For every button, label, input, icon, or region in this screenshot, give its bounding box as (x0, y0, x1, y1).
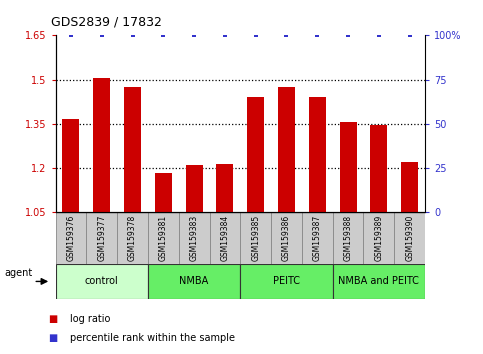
Text: GSM159378: GSM159378 (128, 215, 137, 261)
Text: GSM159388: GSM159388 (343, 215, 353, 261)
Bar (340, 122, 356, 212)
Text: NMBA: NMBA (180, 276, 209, 286)
Text: GSM159387: GSM159387 (313, 215, 322, 261)
Bar (179, 212, 210, 264)
Text: GSM159376: GSM159376 (67, 215, 75, 261)
Text: PEITC: PEITC (273, 276, 300, 286)
Text: GSM159377: GSM159377 (97, 215, 106, 261)
Text: GSM159386: GSM159386 (282, 215, 291, 261)
Bar (216, 164, 233, 212)
Text: GSM159381: GSM159381 (159, 215, 168, 261)
Text: GSM159383: GSM159383 (190, 215, 199, 261)
Bar (364, 212, 394, 264)
Bar (56, 212, 86, 264)
Text: GSM159390: GSM159390 (405, 215, 414, 261)
Bar (185, 165, 202, 212)
Bar (333, 264, 425, 299)
Bar (62, 119, 79, 212)
Text: GSM159384: GSM159384 (220, 215, 229, 261)
Bar (155, 172, 172, 212)
Text: NMBA and PEITC: NMBA and PEITC (339, 276, 419, 286)
Bar (210, 212, 240, 264)
Bar (271, 212, 302, 264)
Bar (370, 125, 387, 212)
Bar (86, 212, 117, 264)
Text: GSM159389: GSM159389 (374, 215, 384, 261)
Text: GDS2839 / 17832: GDS2839 / 17832 (51, 15, 162, 28)
Bar (240, 264, 333, 299)
Bar (93, 78, 110, 212)
Bar (394, 212, 425, 264)
Text: control: control (85, 276, 119, 286)
Text: agent: agent (5, 268, 33, 278)
Text: GSM159385: GSM159385 (251, 215, 260, 261)
Bar (56, 264, 148, 299)
Bar (278, 87, 295, 212)
Text: ■: ■ (48, 333, 57, 343)
Text: log ratio: log ratio (70, 314, 111, 324)
Bar (247, 97, 264, 212)
Bar (302, 212, 333, 264)
Bar (124, 87, 141, 212)
Bar (117, 212, 148, 264)
Bar (148, 264, 241, 299)
Bar (401, 162, 418, 212)
Bar (333, 212, 364, 264)
Bar (309, 97, 326, 212)
Text: ■: ■ (48, 314, 57, 324)
Bar (148, 212, 179, 264)
Text: percentile rank within the sample: percentile rank within the sample (70, 333, 235, 343)
Bar (240, 212, 271, 264)
